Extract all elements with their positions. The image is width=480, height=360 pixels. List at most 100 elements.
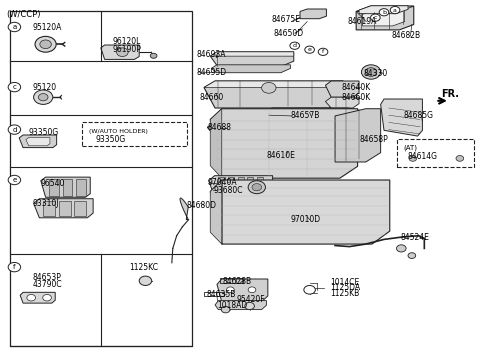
Polygon shape	[19, 135, 57, 148]
Polygon shape	[210, 52, 294, 56]
Bar	[220, 278, 243, 283]
Circle shape	[396, 245, 406, 252]
Text: 84635B: 84635B	[206, 289, 236, 299]
Text: 1125DA: 1125DA	[330, 284, 360, 292]
Text: d: d	[12, 127, 17, 132]
Circle shape	[318, 48, 328, 55]
Polygon shape	[210, 52, 294, 66]
Text: 93350G: 93350G	[29, 128, 59, 137]
Polygon shape	[335, 109, 381, 162]
Text: 96190P: 96190P	[113, 45, 142, 54]
Text: 84653P: 84653P	[33, 274, 61, 282]
Text: FR.: FR.	[441, 89, 459, 99]
Text: a: a	[393, 8, 397, 13]
Polygon shape	[211, 65, 290, 73]
Circle shape	[8, 175, 21, 185]
Text: 93680C: 93680C	[214, 186, 243, 194]
Text: 84693A: 84693A	[197, 50, 226, 59]
Text: 97010D: 97010D	[290, 215, 321, 224]
Circle shape	[456, 156, 464, 161]
Text: 84628B: 84628B	[222, 277, 252, 286]
Polygon shape	[97, 135, 132, 145]
Text: 95120: 95120	[33, 83, 57, 91]
Text: f: f	[13, 264, 16, 270]
Polygon shape	[209, 176, 273, 197]
Polygon shape	[228, 177, 234, 196]
Bar	[82, 122, 187, 146]
Text: a: a	[12, 24, 16, 30]
Text: (AT): (AT)	[403, 144, 417, 151]
Circle shape	[27, 294, 36, 301]
Text: 84330: 84330	[364, 69, 388, 78]
Polygon shape	[257, 177, 263, 196]
Text: 1125KC: 1125KC	[130, 263, 158, 271]
Polygon shape	[325, 97, 359, 108]
Polygon shape	[180, 198, 188, 220]
Polygon shape	[221, 126, 228, 133]
Text: e: e	[308, 47, 312, 52]
Circle shape	[8, 22, 21, 32]
Polygon shape	[63, 179, 72, 196]
Text: 84658P: 84658P	[359, 135, 388, 144]
Text: 95120A: 95120A	[33, 22, 62, 31]
Polygon shape	[26, 138, 50, 146]
Text: 84685G: 84685G	[403, 111, 433, 120]
Circle shape	[117, 48, 128, 57]
Bar	[10, 11, 192, 346]
Polygon shape	[76, 179, 86, 196]
Polygon shape	[247, 177, 253, 196]
Text: 84619A: 84619A	[348, 17, 377, 26]
Text: (W/AUTO HOLDER): (W/AUTO HOLDER)	[89, 129, 148, 134]
Circle shape	[290, 42, 300, 49]
Text: 84680D: 84680D	[186, 201, 216, 210]
Text: 84660K: 84660K	[342, 94, 371, 102]
Circle shape	[8, 262, 21, 272]
Text: 84695D: 84695D	[197, 68, 227, 77]
Polygon shape	[356, 6, 414, 30]
Polygon shape	[356, 6, 414, 12]
Text: 97040A: 97040A	[208, 178, 238, 187]
Text: e: e	[12, 177, 16, 183]
Text: 93350G: 93350G	[96, 135, 126, 144]
Circle shape	[248, 181, 265, 194]
Circle shape	[361, 65, 381, 79]
Polygon shape	[262, 108, 361, 117]
Circle shape	[304, 285, 315, 294]
Circle shape	[408, 253, 416, 258]
Text: 84682B: 84682B	[391, 31, 420, 40]
Polygon shape	[362, 10, 405, 26]
Circle shape	[248, 287, 256, 293]
Text: 84660: 84660	[199, 94, 224, 102]
Circle shape	[409, 156, 417, 161]
Circle shape	[8, 82, 21, 92]
Circle shape	[221, 306, 230, 313]
Circle shape	[35, 36, 56, 52]
Text: 84657B: 84657B	[290, 111, 320, 120]
Text: 96120L: 96120L	[113, 37, 141, 46]
Text: 1125KB: 1125KB	[330, 289, 360, 298]
Polygon shape	[218, 177, 225, 196]
Polygon shape	[325, 81, 359, 97]
Polygon shape	[235, 126, 242, 133]
Circle shape	[34, 90, 53, 104]
Polygon shape	[250, 126, 257, 133]
Text: 84675E: 84675E	[271, 15, 300, 24]
Text: 84640K: 84640K	[342, 83, 371, 91]
Polygon shape	[210, 109, 358, 178]
Text: 84610E: 84610E	[266, 152, 295, 161]
Polygon shape	[49, 179, 59, 196]
Text: d: d	[293, 43, 297, 48]
Text: c: c	[12, 84, 16, 90]
Polygon shape	[20, 292, 55, 303]
Circle shape	[139, 276, 152, 285]
Polygon shape	[59, 201, 71, 216]
Text: c: c	[373, 15, 377, 20]
Text: 96540: 96540	[41, 179, 65, 188]
Polygon shape	[41, 177, 90, 197]
Polygon shape	[238, 177, 244, 196]
Circle shape	[38, 94, 48, 101]
Text: 84614G: 84614G	[408, 152, 438, 161]
Polygon shape	[381, 99, 422, 136]
Polygon shape	[210, 180, 222, 244]
Polygon shape	[215, 301, 266, 310]
